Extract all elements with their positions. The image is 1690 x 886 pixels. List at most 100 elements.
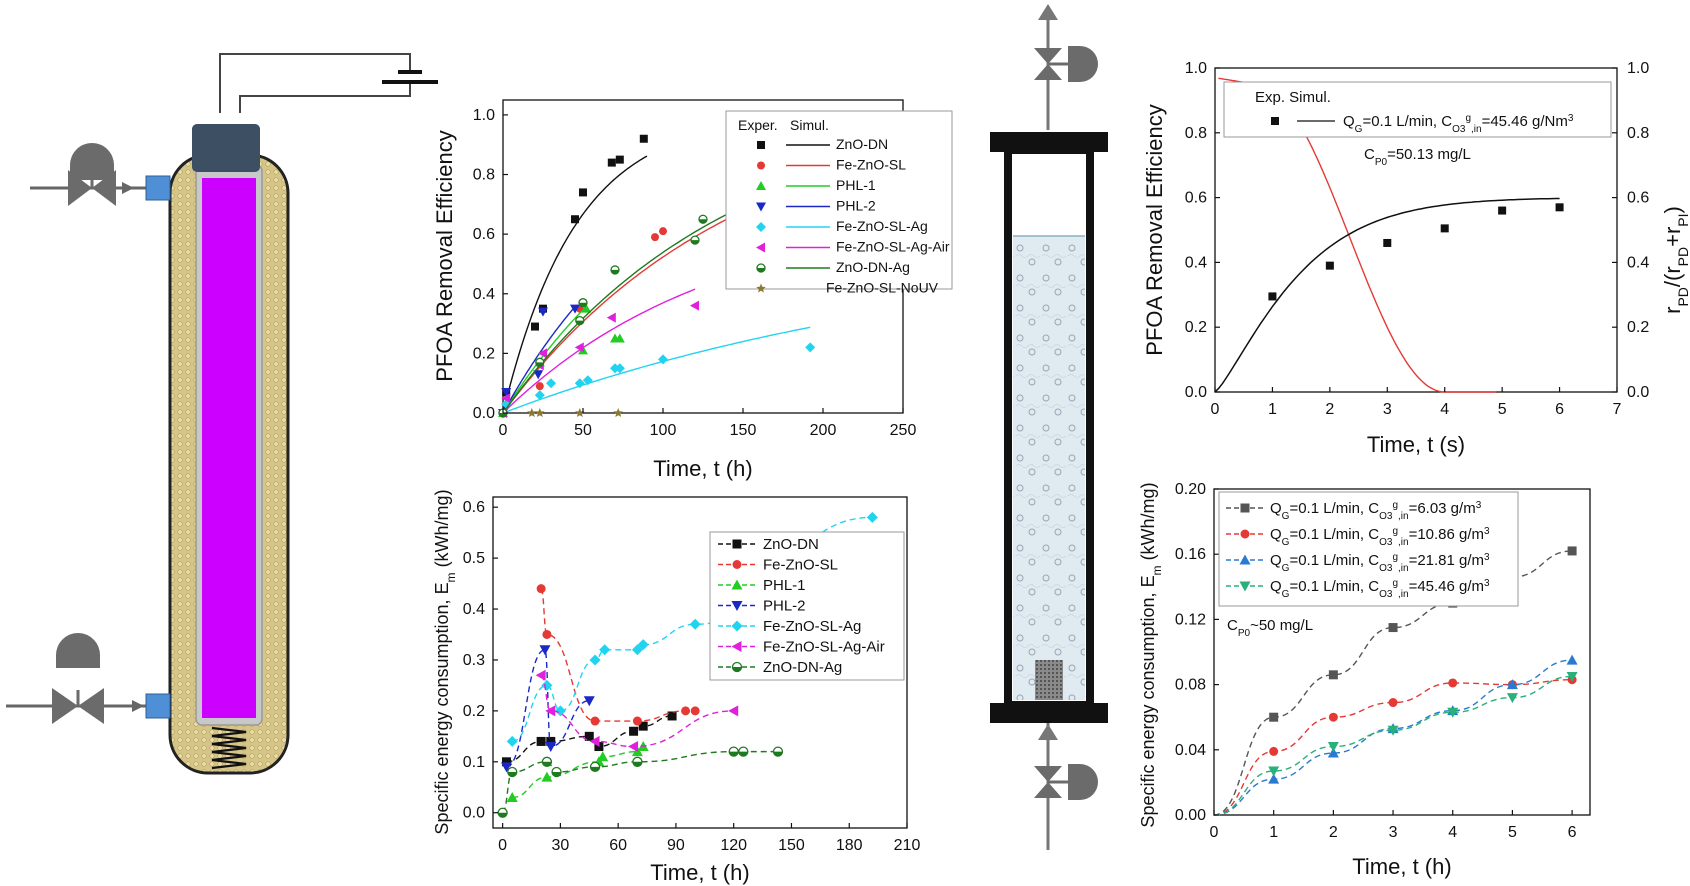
y-tick-label: 0.1	[463, 754, 485, 771]
legend-marker-phl-1	[731, 579, 743, 590]
data-point-fe-zno-sl-ag	[506, 735, 518, 747]
data-point-zno-dn	[629, 726, 639, 736]
trend-line-phl-2	[506, 649, 590, 768]
annotation-sub: P0	[1238, 628, 1251, 639]
liquid	[1013, 236, 1085, 700]
trend-line-series-4	[1213, 675, 1573, 816]
legend-marker-phl-2	[756, 202, 766, 212]
annotation-cp0: CP0~50 mg/L	[1227, 617, 1313, 639]
legend: Exper. Simul. ZnO-DN Fe-ZnO-SL PHL-1 PHL-2 F…	[725, 110, 953, 296]
x-tick-label: 4	[1448, 824, 1457, 841]
y-tick-label: 0.2	[463, 703, 485, 720]
bubble-column-schematic	[990, 4, 1108, 850]
y-tick-label: 0.6	[1185, 190, 1207, 207]
wire	[239, 82, 411, 113]
legend-text-part: g	[1392, 526, 1398, 537]
legend-label-zno-dn-ag: ZnO-DN-Ag	[836, 259, 910, 275]
data-point-fe-zno-sl-ag	[614, 363, 625, 374]
legend-label-phl-2: PHL-2	[836, 198, 876, 214]
legend-text-part: g	[1392, 552, 1398, 563]
legend-label-phl-2: PHL-2	[763, 598, 806, 615]
y-tick-label: 0.6	[463, 499, 485, 516]
data-point-fe-zno-sl-ag	[805, 342, 816, 353]
data-point-zno-dn	[639, 134, 648, 143]
data-point-series-2	[1269, 746, 1279, 756]
data-point-phl-2	[539, 645, 551, 656]
legend-marker-zno-dn-ag	[756, 263, 766, 273]
legend-header-exper: Exper.	[738, 117, 778, 133]
data-point-fe-zno-sl-ag	[589, 654, 601, 666]
data-point-fe-zno-sl-ag	[599, 644, 611, 656]
simulated-removal-curve	[1214, 197, 1560, 393]
data-point-exp	[1440, 224, 1449, 233]
photoreactor-schematic	[6, 53, 438, 775]
data-point-exp	[1325, 261, 1334, 270]
legend-header-simul: Simul.	[790, 117, 829, 133]
legend-box	[725, 110, 953, 290]
legend-marker-fe-zno-sl-ag-air	[756, 242, 765, 253]
annotation-label: C	[1227, 617, 1238, 634]
data-point-fe-zno-sl	[659, 227, 667, 236]
data-point-zno-dn	[531, 322, 539, 331]
data-point-zno-dn-ag	[610, 265, 620, 275]
right-y-tick-label: 0.2	[1627, 319, 1649, 336]
data-point-fe-zno-sl	[651, 233, 659, 242]
legend-text-part: G	[1282, 511, 1290, 522]
data-point-fe-zno-sl	[590, 716, 600, 726]
x-axis-title: Time, t (h)	[1352, 854, 1451, 879]
data-point-exp	[1498, 206, 1507, 215]
data-point-phl-1	[506, 791, 518, 802]
x-tick-label: 50	[574, 422, 592, 439]
right-y-tick-label: 0.0	[1627, 384, 1649, 401]
legend-entry-value: =45.46 g/Nm	[1482, 113, 1568, 130]
legend-text-part: 3	[1484, 578, 1490, 589]
legend-label-fe-zno-sl-ag-air: Fe-ZnO-SL-Ag-Air	[836, 239, 950, 255]
x-tick-label: 2	[1325, 401, 1334, 418]
data-point-zno-dn	[501, 757, 511, 767]
x-tick-label: 2	[1329, 824, 1338, 841]
y-tick-label: 0.2	[473, 345, 495, 362]
data-point-exp	[1268, 292, 1277, 301]
legend-label-zno-dn: ZnO-DN	[763, 536, 819, 553]
legend-text-part: Q	[1270, 500, 1282, 517]
x-tick-label: 6	[1555, 401, 1564, 418]
legend-label-series-3: QG=0.1 L/min, CO3g,in=21.81 g/m3	[1270, 552, 1490, 574]
legend-marker-zno-dn	[732, 539, 742, 549]
legend-box	[1223, 81, 1612, 138]
legend-text-part: =0.1 L/min, C	[1289, 526, 1379, 543]
y-axis-title-unit: (kWh/mg)	[1138, 482, 1158, 565]
data-point-zno-dn	[546, 736, 556, 746]
legend-text-part: O3	[1379, 563, 1393, 574]
y-axis-title: PFOA Removal Efficiency	[432, 130, 457, 381]
legend-text-part: g	[1392, 500, 1398, 511]
data-point-fe-zno-sl-ag	[582, 375, 593, 386]
right-y-tick-label: 0.6	[1627, 190, 1649, 207]
legend-marker-zno-dn	[757, 141, 765, 149]
legend-label-fe-zno-sl-nouv: Fe-ZnO-SL-NoUV	[826, 280, 939, 296]
y-tick-label: 0.16	[1175, 546, 1206, 563]
data-point-phl-1	[541, 771, 553, 782]
data-point-phl-1	[597, 751, 609, 762]
y-tick-label: 0.2	[1185, 319, 1207, 336]
valve-icon	[6, 633, 171, 724]
y-tick-label: 1.0	[1185, 60, 1207, 77]
data-point-phl-2	[570, 304, 580, 314]
trend-line-phl-1	[512, 745, 644, 799]
data-point-zno-dn-ag	[738, 746, 749, 757]
x-tick-label: 210	[894, 837, 921, 854]
legend-text-part: =0.1 L/min, C	[1289, 500, 1379, 517]
data-point-series-4	[1566, 671, 1578, 682]
data-point-series-2	[1448, 678, 1458, 688]
x-axis-title: Time, t (h)	[653, 456, 752, 481]
legend-header: Exp. Simul.	[1255, 89, 1331, 106]
legend-marker-fe-zno-sl-ag	[731, 620, 743, 632]
data-point-series-4	[1447, 707, 1459, 718]
legend-marker-exp	[1271, 117, 1279, 125]
data-point-fe-zno-sl-ag-air	[545, 705, 556, 717]
fit-line-fe-zno-sl-ag-air	[502, 288, 696, 414]
data-point-phl-2	[545, 742, 557, 753]
chart-pfoa-removal-vs-time-h: 0 50 100 150 200 250 0.0 0.2 0.4 0.6 0.8 1.0 Time, …	[432, 99, 953, 481]
legend-marker-phl-1	[756, 181, 766, 190]
right-axis-r: r	[1660, 307, 1685, 314]
annotation-value: ~50 mg/L	[1250, 617, 1313, 634]
